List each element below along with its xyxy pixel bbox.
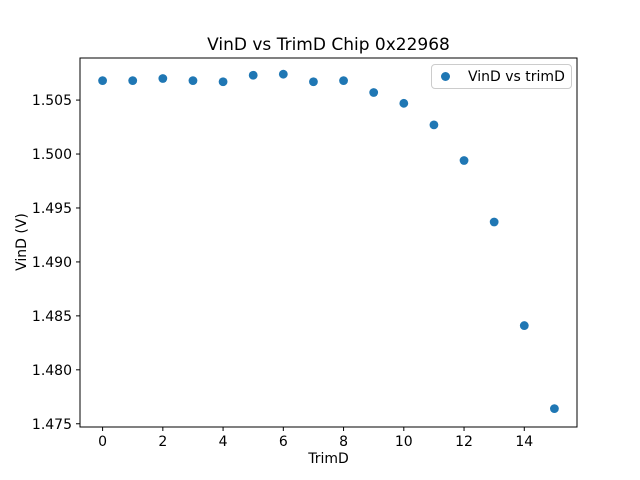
data-point — [158, 74, 168, 83]
y-tick-label: 1.505 — [32, 93, 72, 109]
data-point — [489, 217, 499, 227]
data-point — [550, 404, 559, 414]
data-point — [369, 88, 379, 97]
chart-title: VinD vs TrimD Chip 0x22968 — [207, 35, 450, 55]
x-tick-label: 14 — [515, 434, 533, 450]
x-tick-label: 12 — [455, 434, 473, 450]
y-tick-label: 1.485 — [32, 309, 72, 325]
y-tick-label: 1.495 — [32, 201, 72, 217]
data-point — [429, 120, 439, 130]
data-point — [278, 69, 288, 79]
x-tick-label: 2 — [158, 434, 167, 450]
y-tick-label: 1.475 — [32, 417, 72, 433]
y-tick-label: 1.490 — [32, 255, 72, 271]
x-axis-label: TrimD — [308, 451, 349, 467]
x-tick-label: 10 — [395, 434, 413, 450]
data-point — [98, 76, 107, 86]
x-tick-label: 4 — [219, 434, 228, 450]
data-point — [309, 77, 318, 87]
data-point — [339, 76, 348, 86]
y-tick-label: 1.500 — [32, 147, 72, 163]
data-point — [459, 156, 469, 165]
legend: VinD vs trimD — [431, 64, 572, 89]
data-point — [128, 76, 138, 86]
data-point — [218, 77, 228, 87]
x-tick-label: 0 — [98, 434, 107, 450]
data-point — [248, 70, 258, 80]
plot-frame — [79, 57, 578, 428]
x-tick-label: 6 — [279, 434, 288, 450]
x-tick-label: 8 — [339, 434, 348, 450]
legend-label: VinD vs trimD — [468, 68, 565, 85]
y-axis-label: VinD (V) — [14, 213, 30, 271]
legend-marker-icon — [441, 72, 450, 81]
y-tick-label: 1.480 — [32, 363, 72, 379]
data-point — [188, 76, 198, 86]
data-point — [519, 321, 529, 330]
data-point — [399, 98, 409, 108]
